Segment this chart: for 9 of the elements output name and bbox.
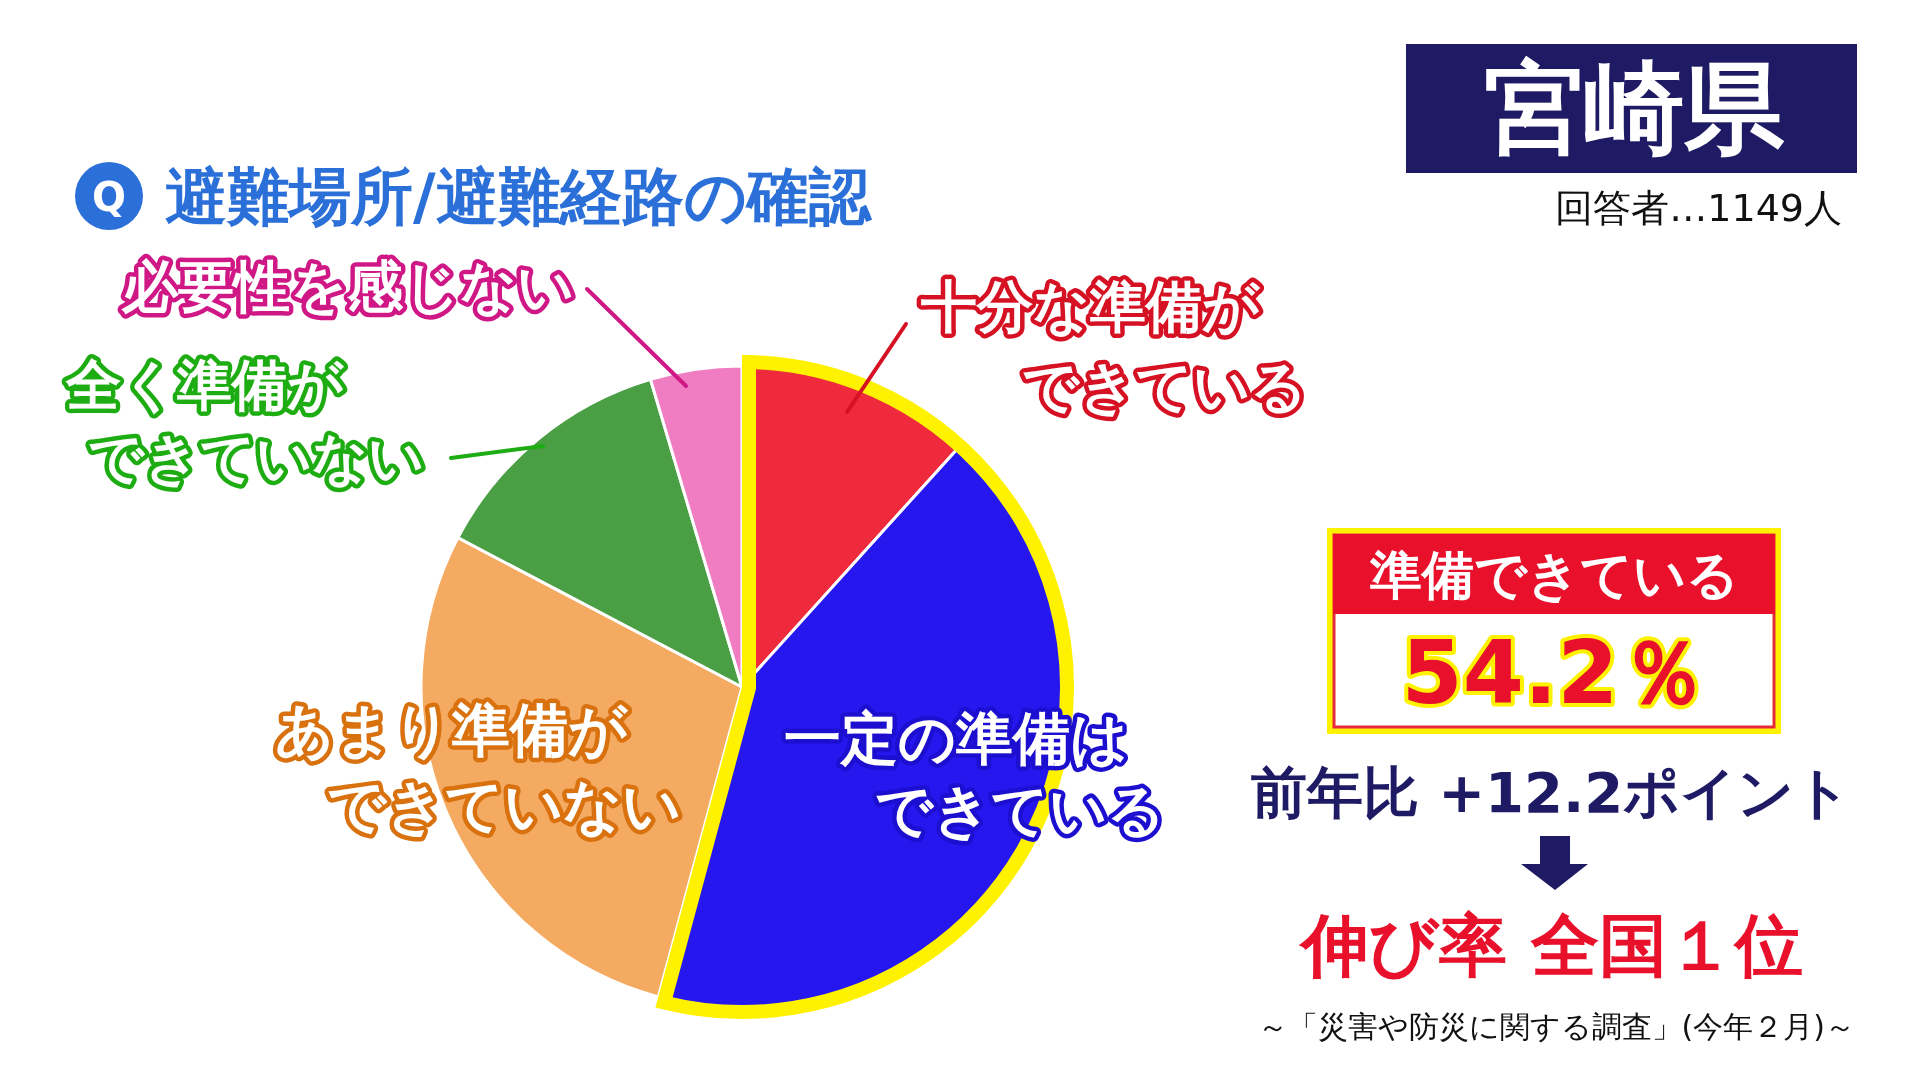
text: 準備できている <box>1368 545 1739 605</box>
chart-title: 避難場所/避難経路の確認 <box>165 159 873 233</box>
text: 54.2％ <box>1401 620 1707 724</box>
text: 回答者…1149人 <box>1555 186 1842 230</box>
text: 宮崎県 <box>1484 49 1785 167</box>
text: ～「災害や防災に関する調査」(今年２月)～ <box>1257 1008 1855 1044</box>
text: 前年比 +12.2ポイント <box>1250 759 1852 825</box>
text: 伸び率 全国１位 <box>1298 905 1803 985</box>
text: Q <box>91 174 127 220</box>
